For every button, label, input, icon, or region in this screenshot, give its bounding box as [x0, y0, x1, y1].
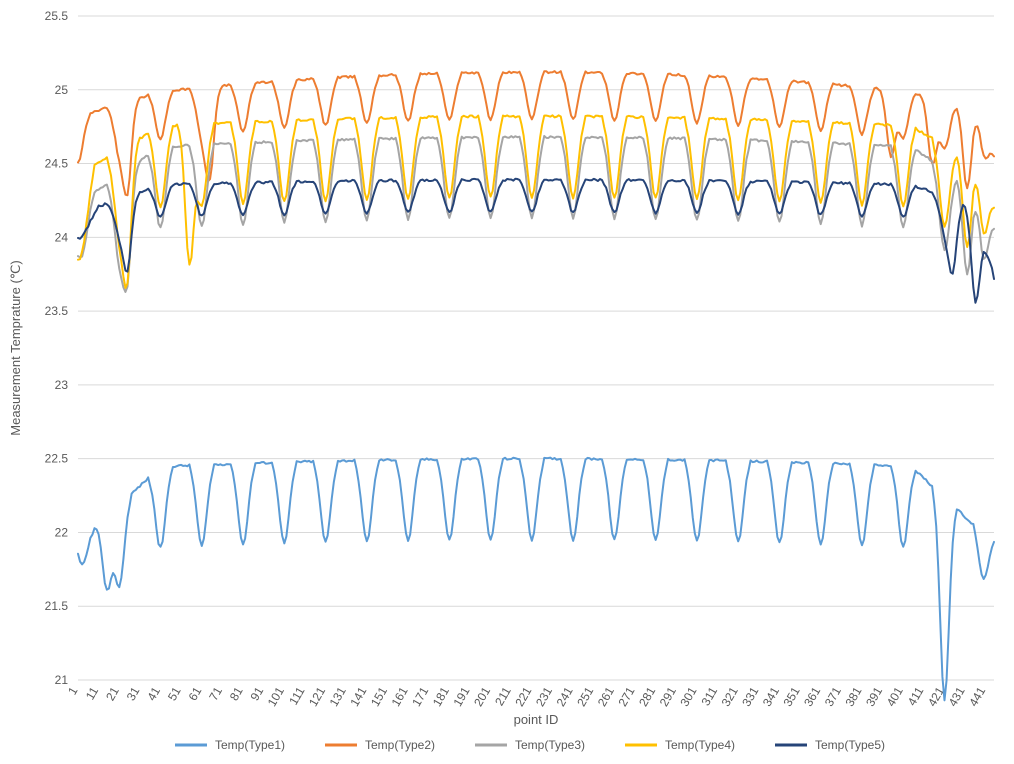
- y-axis-title: Measurement Temprature (℃): [8, 260, 23, 435]
- y-tick-label: 21.5: [45, 599, 69, 613]
- y-tick-label: 24: [55, 230, 69, 244]
- legend-label: Temp(Type1): [215, 738, 285, 752]
- y-tick-label: 24.5: [45, 157, 69, 171]
- legend-label: Temp(Type5): [815, 738, 885, 752]
- y-tick-label: 21: [55, 673, 69, 687]
- legend-label: Temp(Type2): [365, 738, 435, 752]
- y-tick-label: 25: [55, 83, 69, 97]
- y-tick-label: 23.5: [45, 304, 69, 318]
- x-axis-title: point ID: [514, 712, 559, 727]
- y-tick-label: 22: [55, 525, 69, 539]
- y-tick-label: 25.5: [45, 9, 69, 23]
- legend-label: Temp(Type4): [665, 738, 735, 752]
- chart-svg: 2121.52222.52323.52424.52525.51112131415…: [0, 0, 1014, 764]
- temperature-line-chart: 2121.52222.52323.52424.52525.51112131415…: [0, 0, 1014, 764]
- legend-label: Temp(Type3): [515, 738, 585, 752]
- y-tick-label: 22.5: [45, 452, 69, 466]
- y-tick-label: 23: [55, 378, 69, 392]
